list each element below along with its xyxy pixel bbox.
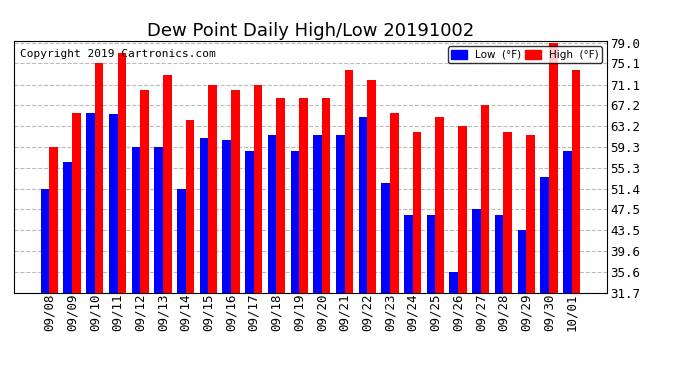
Bar [299,98,308,292]
Bar [435,117,444,292]
Bar [245,151,254,292]
Bar [458,126,466,292]
Bar [549,43,558,292]
Bar [163,75,172,292]
Bar [109,114,117,292]
Text: Copyright 2019 Cartronics.com: Copyright 2019 Cartronics.com [20,49,215,59]
Bar [95,63,103,292]
Bar [322,98,331,292]
Bar [426,215,435,292]
Bar [50,147,58,292]
Bar [177,189,186,292]
Bar [495,215,504,292]
Bar [222,141,231,292]
Bar [208,84,217,292]
Bar [199,138,208,292]
Bar [344,70,353,292]
Bar [540,177,549,292]
Bar [290,151,299,292]
Bar [481,105,489,292]
Bar [186,120,195,292]
Bar [359,117,367,292]
Title: Dew Point Daily High/Low 20191002: Dew Point Daily High/Low 20191002 [147,22,474,40]
Bar [563,151,571,292]
Bar [404,215,413,292]
Bar [117,53,126,292]
Bar [231,90,239,292]
Bar [268,135,277,292]
Bar [526,135,535,292]
Bar [313,135,322,292]
Bar [132,147,140,292]
Bar [155,147,163,292]
Bar [472,209,481,292]
Bar [41,189,50,292]
Legend: Low  (°F), High  (°F): Low (°F), High (°F) [448,46,602,63]
Bar [382,183,390,292]
Bar [413,132,422,292]
Bar [518,230,526,292]
Bar [504,132,512,292]
Bar [571,70,580,292]
Bar [72,112,81,292]
Bar [277,98,285,292]
Bar [390,112,399,292]
Bar [86,112,95,292]
Bar [63,162,72,292]
Bar [449,272,458,292]
Bar [367,80,376,292]
Bar [254,84,262,292]
Bar [336,135,344,292]
Bar [140,90,149,292]
